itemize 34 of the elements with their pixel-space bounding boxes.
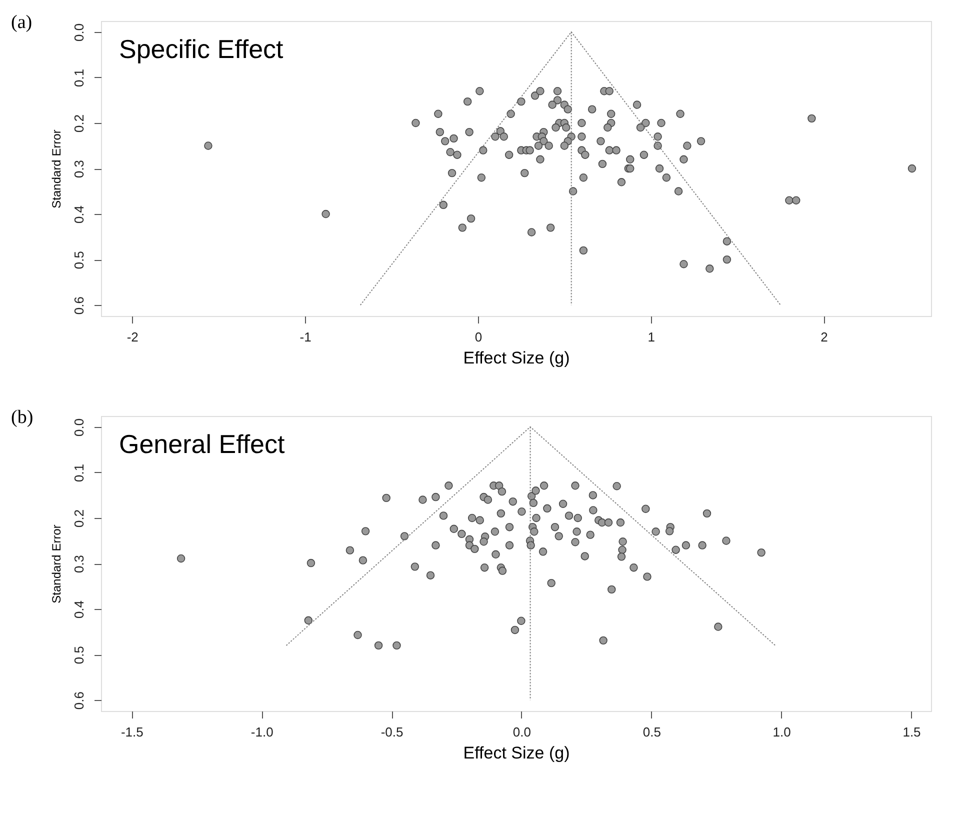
y-tick-label: 0.0 <box>72 418 86 436</box>
x-axis-title: Effect Size (g) <box>463 348 570 368</box>
x-tick-label: 2 <box>820 330 828 344</box>
y-axis-title: Standard Error <box>50 524 64 604</box>
x-tick-label: -1.0 <box>250 724 274 740</box>
x-tick-label: 1.0 <box>772 724 791 740</box>
x-tick-label: 0 <box>474 330 482 344</box>
text: Specific Effect <box>119 34 284 64</box>
x-tick-label: -2 <box>126 330 138 344</box>
x-tick-label: 1 <box>648 330 655 344</box>
y-tick-label: 0.3 <box>72 554 86 574</box>
y-tick-label: 0.1 <box>72 464 86 482</box>
y-axis-title: Standard Error <box>50 130 64 208</box>
y-tick-label: 0.0 <box>72 23 86 42</box>
y-tick-label: 0.2 <box>72 509 86 528</box>
y-tick-label: 0.6 <box>72 692 86 710</box>
x-tick-label: -0.5 <box>380 724 404 740</box>
x-axis-title: Effect Size (g) <box>463 744 570 762</box>
x-tick-label: 1.5 <box>902 724 921 740</box>
x-tick-label: -1.5 <box>120 724 144 740</box>
x-tick-label: 0.5 <box>642 724 661 740</box>
y-tick-label: 0.2 <box>72 114 86 133</box>
x-tick-label: 0.0 <box>512 724 531 740</box>
text: General Effect <box>119 429 286 459</box>
x-tick-label: -1 <box>300 330 312 344</box>
y-tick-label: 0.4 <box>72 205 86 224</box>
y-tick-label: 0.5 <box>72 646 86 664</box>
y-tick-label: 0.3 <box>72 160 86 178</box>
y-tick-label: 0.1 <box>72 68 86 87</box>
y-tick-label: 0.4 <box>72 600 86 619</box>
text: (b) <box>11 407 34 428</box>
y-tick-label: 0.5 <box>72 251 86 270</box>
text: (a) <box>11 12 32 33</box>
y-tick-label: 0.6 <box>72 296 86 315</box>
